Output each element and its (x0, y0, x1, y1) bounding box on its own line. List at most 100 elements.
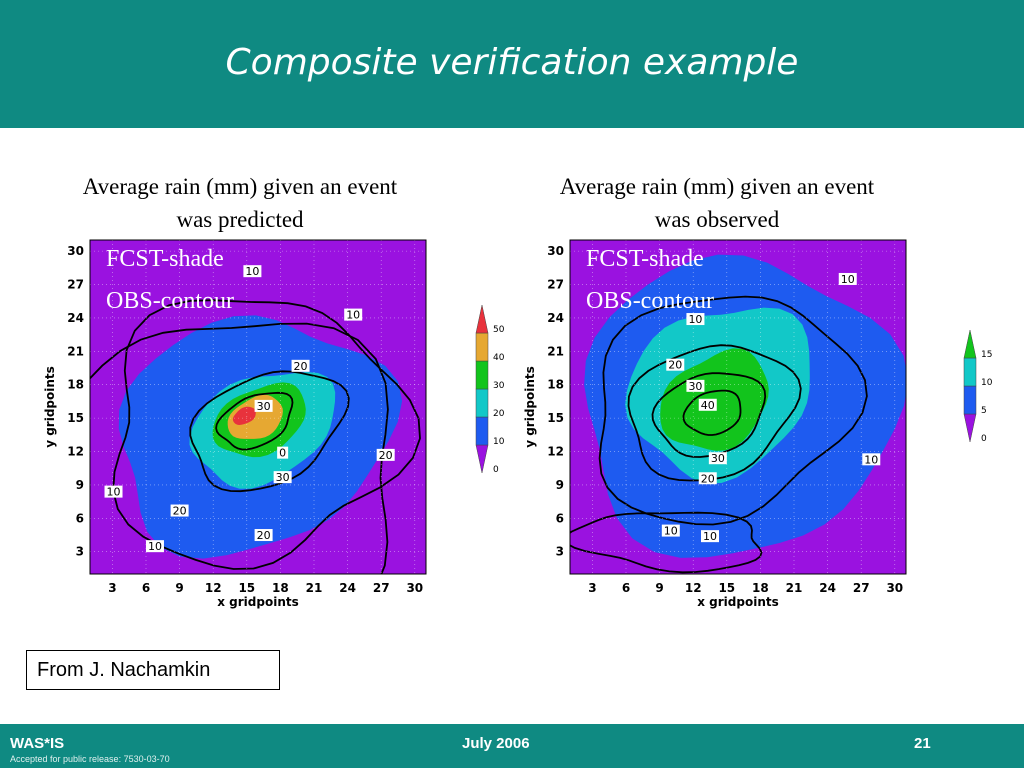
observed-x-tick-label: 9 (655, 581, 663, 595)
right-chart-caption: Average rain (mm) given an event was obs… (502, 170, 932, 236)
predicted-shade-level-5 (232, 406, 256, 425)
predicted-x-tick-label: 15 (238, 581, 255, 595)
predicted-obs-contour (112, 299, 421, 570)
observed-contour-label: 30 (688, 380, 702, 393)
predicted-contour-label: 10 (346, 309, 360, 322)
predicted-obs-contour (189, 370, 350, 493)
credit-box: From J. Nachamkin (26, 650, 280, 690)
predicted-contour-label: 10 (148, 540, 162, 553)
observed-contour-label-bg (708, 452, 727, 465)
predicted-contour-label-bg (104, 485, 123, 498)
observed-x-tick-label: 6 (622, 581, 630, 595)
observed-y-tick-label: 18 (547, 378, 564, 392)
observed-colorbar-label: 15 (981, 350, 992, 360)
observed-contour-label: 10 (664, 525, 678, 538)
predicted-contour-label: 20 (257, 529, 271, 542)
observed-x-tick-label: 24 (819, 581, 836, 595)
observed-contour-label: 10 (841, 273, 855, 286)
left-caption-line2: was predicted (176, 207, 304, 232)
observed-contour-label: 30 (711, 452, 725, 465)
predicted-colorbar-segment (475, 444, 489, 474)
observed-contour-label-bg (686, 379, 705, 392)
observed-contour-label-bg (862, 453, 881, 466)
predicted-field: 10 10 20 30 0 30 20 10 20 20 10 (90, 240, 426, 574)
predicted-y-tick-label: 21 (67, 344, 84, 358)
predicted-contour-label: 30 (257, 400, 271, 413)
predicted-colorbar-segment (475, 416, 489, 446)
predicted-colorbar-segment (475, 388, 489, 418)
predicted-contour-label: 0 (279, 447, 286, 460)
predicted-overlay-obs-contour: OBS-contour (106, 288, 234, 314)
observed-x-tick-label: 15 (718, 581, 735, 595)
observed-contour-label: 10 (703, 530, 717, 543)
predicted-y-tick-label: 18 (67, 378, 84, 392)
predicted-x-axis-label: x gridpoints (217, 595, 299, 609)
observed-colorbar-label: 0 (981, 434, 987, 444)
predicted-x-tick-label: 24 (339, 581, 356, 595)
right-caption-line1: Average rain (mm) given an event (559, 174, 875, 199)
observed-contour-label-bg (838, 272, 857, 285)
predicted-colorbar-segment (475, 360, 489, 390)
predicted-colorbar-segment (475, 332, 489, 362)
predicted-rain-plot: 10 10 20 30 0 30 20 10 20 20 10 3 6 9 12 15 18 21 24 27 30 3 6… (43, 239, 427, 609)
title-bar: Composite verification example (0, 0, 1024, 128)
predicted-y-tick-label: 3 (76, 545, 84, 559)
observed-y-tick-label: 12 (547, 445, 564, 459)
observed-y-axis-label: y gridpoints (523, 366, 537, 448)
predicted-y-tick-label: 9 (76, 478, 84, 492)
predicted-x-tick-label: 27 (373, 581, 390, 595)
predicted-colorbar-label: 0 (493, 465, 499, 475)
observed-contour-label: 10 (864, 453, 878, 466)
observed-contour-label-bg (686, 313, 705, 326)
predicted-y-tick-label: 15 (67, 411, 84, 425)
observed-y-tick-label: 30 (547, 244, 564, 258)
footer-release-note: Accepted for public release: 7530-03-70 (10, 754, 170, 764)
predicted-contour-label-bg (254, 529, 273, 542)
predicted-y-tick-label: 27 (67, 278, 84, 292)
observed-obs-contour (627, 344, 802, 482)
observed-obs-contour (682, 389, 742, 436)
observed-obs-contour (598, 295, 868, 526)
predicted-y-tick-label: 12 (67, 445, 84, 459)
observed-x-tick-label: 3 (588, 581, 596, 595)
observed-contour-label-bg (698, 398, 717, 411)
observed-colorbar-label: 5 (981, 406, 987, 416)
observed-y-tick-label: 3 (556, 545, 564, 559)
predicted-contour-label-bg (277, 446, 289, 459)
predicted-colorbar-label: 40 (493, 353, 505, 363)
predicted-x-tick-label: 18 (272, 581, 289, 595)
observed-obs-contour (570, 511, 763, 574)
observed-contour-label-bg (661, 524, 680, 537)
observed-y-tick-label: 6 (556, 511, 564, 525)
predicted-contour-label-bg (376, 448, 395, 461)
predicted-contour-label-bg (170, 504, 189, 517)
predicted-contour-label-bg (243, 265, 262, 278)
predicted-x-tick-label: 9 (175, 581, 183, 595)
observed-plot-frame (569, 239, 907, 575)
observed-x-tick-label: 27 (853, 581, 870, 595)
observed-y-tick-label: 9 (556, 478, 564, 492)
observed-contour-label-bg (666, 358, 685, 371)
observed-y-tick-label: 27 (547, 278, 564, 292)
predicted-y-tick-label: 6 (76, 511, 84, 525)
footer-org: WAS*IS (10, 735, 65, 752)
observed-y-tick-label: 24 (547, 311, 564, 325)
predicted-y-tick-label: 24 (67, 311, 84, 325)
predicted-contour-label: 30 (276, 471, 290, 484)
footer-date: July 2006 (462, 735, 530, 752)
predicted-obs-contour (215, 391, 294, 451)
predicted-obs-contour (90, 322, 389, 574)
predicted-x-tick-label: 6 (142, 581, 150, 595)
predicted-contour-label-bg (254, 399, 273, 412)
observed-contour-label: 10 (688, 313, 702, 326)
observed-obs-contour (651, 372, 767, 458)
predicted-contour-label: 10 (107, 486, 121, 499)
predicted-colorbar-segment (475, 305, 489, 334)
observed-x-tick-label: 30 (886, 581, 903, 595)
predicted-x-tick-label: 30 (406, 581, 423, 595)
observed-y-tick-label: 21 (547, 344, 564, 358)
predicted-x-tick-label: 21 (306, 581, 323, 595)
predicted-plot-frame (89, 239, 427, 575)
observed-contour-label-bg (701, 530, 719, 543)
observed-contour-label: 20 (668, 359, 682, 372)
